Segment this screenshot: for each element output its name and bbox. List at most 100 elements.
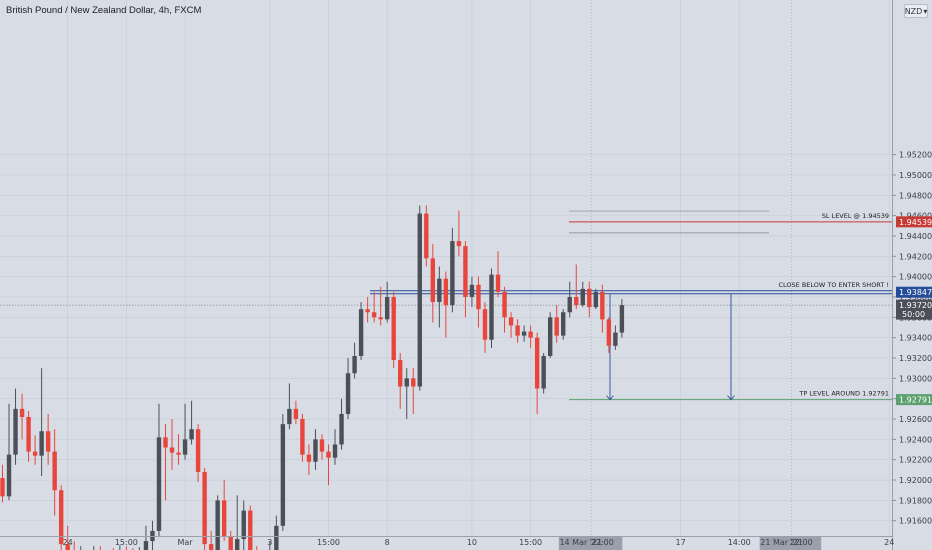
time-tick-label: 8 xyxy=(385,538,390,547)
sl-price-badge-bg xyxy=(896,216,932,228)
time-tick-label: 14:00 xyxy=(728,538,751,547)
entry-price-badge-bg xyxy=(896,286,932,298)
candle-body xyxy=(287,408,292,425)
candle-body xyxy=(6,454,12,497)
candle-body xyxy=(437,278,442,303)
candle-body xyxy=(476,284,481,310)
arrow-head-icon xyxy=(727,395,735,401)
candle-body xyxy=(587,288,592,308)
candle-body xyxy=(274,525,279,550)
candle-body xyxy=(248,510,253,550)
candle-body xyxy=(502,291,507,318)
candle-body xyxy=(182,439,188,455)
candle-body xyxy=(378,317,383,320)
candle-body xyxy=(208,544,214,550)
price-tick-label: 1.95000 xyxy=(899,171,932,180)
candle-body xyxy=(280,424,286,526)
countdown-label: 50:00 xyxy=(902,310,925,319)
candle-body xyxy=(306,454,312,462)
current-price-badge-bg xyxy=(896,299,932,320)
time-tick-label: 10 xyxy=(467,538,477,547)
candle-body xyxy=(489,274,494,340)
annotation-labels: SL LEVEL @ 1.94539 CLOSE BELOW TO ENTER S… xyxy=(778,212,889,398)
crosshair-time-label: 21 Mar '21 xyxy=(760,538,803,547)
sl-price-badge: 1.94539 xyxy=(899,218,932,227)
price-tick-label: 1.94200 xyxy=(899,252,932,261)
candle-body xyxy=(450,241,455,306)
candle-body xyxy=(176,452,181,455)
candle-body xyxy=(32,451,38,456)
candle-body xyxy=(561,312,566,336)
price-tick-label: 1.92200 xyxy=(899,456,932,465)
price-tick-label: 1.94800 xyxy=(899,191,932,200)
candle-body xyxy=(463,246,468,297)
time-axis[interactable]: 24 15:00 Mar 3 15:00 8 10 15:00 17 14:00 24 14 Mar … xyxy=(63,537,895,550)
candle-body xyxy=(424,213,429,259)
candle-body xyxy=(293,408,299,420)
candle-body xyxy=(65,544,70,550)
candle-body xyxy=(547,317,553,356)
currency-selector[interactable]: NZD ▾ xyxy=(904,4,928,18)
candle-body xyxy=(613,332,618,346)
candle-body xyxy=(241,510,246,540)
price-tick-label: 1.91600 xyxy=(899,517,932,526)
time-tick-label: 24 xyxy=(63,538,73,547)
candle-body xyxy=(554,317,559,336)
candle-body xyxy=(228,536,233,550)
candle-body xyxy=(52,451,57,491)
crosshair-time-label: 14 Mar '21 xyxy=(559,538,602,547)
time-tick-label: 15:00 xyxy=(115,538,138,547)
price-tick-label: 1.94600 xyxy=(899,212,932,221)
time-tick-label: 15:00 xyxy=(317,538,340,547)
candle-body xyxy=(156,437,162,531)
time-tick-label: 24 xyxy=(884,538,894,547)
price-tick-label: 1.92600 xyxy=(899,415,932,424)
time-tick-label: 17 xyxy=(675,538,685,547)
candle-body xyxy=(345,373,351,414)
candle-body xyxy=(326,451,331,458)
candle-body xyxy=(371,312,377,318)
price-tick-label: 1.92000 xyxy=(899,476,932,485)
tp-price-badge-bg xyxy=(896,394,932,406)
candle-body xyxy=(541,355,546,389)
candle-body xyxy=(619,305,625,333)
candle-body xyxy=(574,296,579,306)
candle-body xyxy=(443,278,449,306)
candle-body xyxy=(358,309,364,356)
candle-body xyxy=(163,437,168,448)
candle-body xyxy=(495,274,501,292)
candle-body xyxy=(365,309,370,313)
candle-body xyxy=(189,429,194,440)
candle-body xyxy=(352,355,357,374)
candle-body xyxy=(26,417,31,452)
candle-body xyxy=(508,317,514,326)
candle-body xyxy=(0,478,5,497)
candle-body xyxy=(456,241,462,247)
candle-body xyxy=(404,378,409,387)
tp-level-label: TP LEVEL AROUND 1.92791 xyxy=(798,390,889,398)
candle-body xyxy=(391,296,396,361)
currency-label: NZD xyxy=(904,6,923,16)
candle-body xyxy=(593,291,599,308)
annotation-lines xyxy=(0,210,892,401)
candle-body xyxy=(580,288,585,306)
chevron-down-icon: ▾ xyxy=(923,6,928,16)
candle-body xyxy=(19,408,25,418)
candle-body xyxy=(411,378,416,387)
time-tick-label: 15:00 xyxy=(519,538,542,547)
candle-body xyxy=(515,325,520,336)
tp-price-badge: 1.92791 xyxy=(899,396,932,405)
price-tick-label: 1.94400 xyxy=(899,232,932,241)
candle-body xyxy=(300,419,305,455)
price-tick-label: 1.93200 xyxy=(899,354,932,363)
candle-body xyxy=(221,500,227,536)
price-tick-label: 1.94000 xyxy=(899,273,932,282)
time-tick-label: Mar xyxy=(178,538,194,547)
candle-body xyxy=(13,408,18,455)
crosshair-time-label: 22:00 xyxy=(591,538,614,547)
entry-level-label: CLOSE BELOW TO ENTER SHORT ! xyxy=(778,281,889,289)
candle-body xyxy=(319,439,325,452)
candle-body xyxy=(521,331,527,336)
